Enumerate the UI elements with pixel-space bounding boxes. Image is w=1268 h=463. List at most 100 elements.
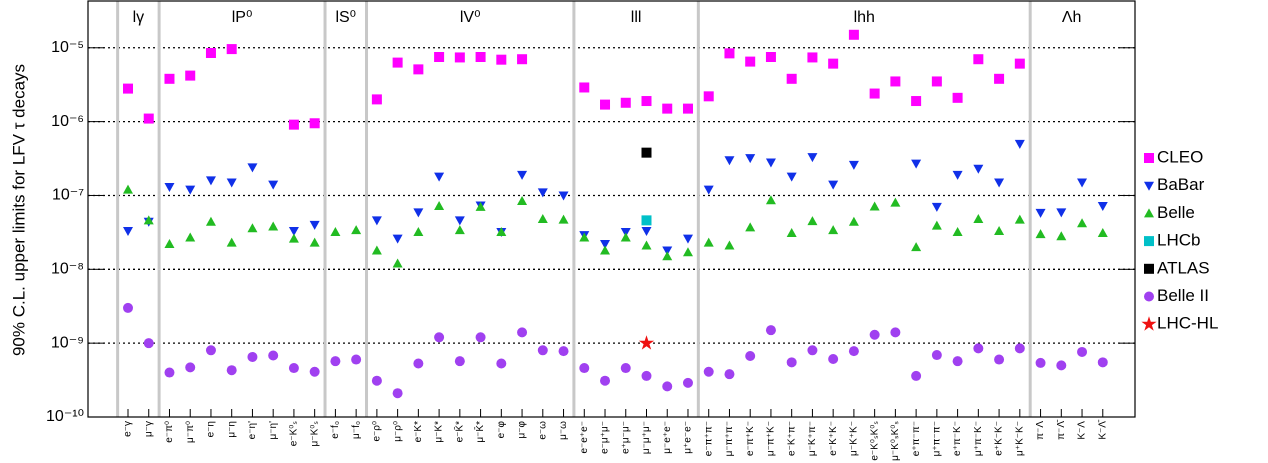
data-point xyxy=(745,222,756,232)
legend-label: LHCb xyxy=(1157,231,1200,250)
data-point xyxy=(765,158,776,168)
data-point xyxy=(371,94,382,105)
data-point xyxy=(537,188,548,198)
data-point xyxy=(662,246,673,256)
data-point xyxy=(247,163,258,173)
x-tick-label: μ⁻η xyxy=(226,421,237,438)
data-point xyxy=(973,164,984,174)
x-tick-label: e⁻K̄* xyxy=(453,421,466,443)
data-point xyxy=(413,227,424,237)
group-label: lP⁰ xyxy=(232,9,253,26)
data-point xyxy=(682,103,693,114)
x-tick-label: e⁻e⁺e⁻ xyxy=(579,421,590,454)
data-point xyxy=(413,64,424,75)
data-point xyxy=(638,335,655,350)
data-point xyxy=(371,216,382,226)
data-point xyxy=(994,226,1005,236)
data-point xyxy=(1056,360,1067,371)
legend-label: Belle xyxy=(1157,203,1195,222)
x-tick-label: μ⁻μ⁺μ⁻ xyxy=(641,421,652,454)
data-point xyxy=(641,227,652,237)
data-point xyxy=(205,345,216,356)
data-point xyxy=(931,76,942,87)
data-point xyxy=(703,185,714,195)
data-point xyxy=(143,113,154,124)
data-point xyxy=(288,233,299,243)
data-point xyxy=(517,196,528,206)
x-tick-label: e⁻π⁺K⁻ xyxy=(745,421,756,456)
data-point xyxy=(558,214,569,224)
legend-label: LHC-HL xyxy=(1157,314,1218,333)
data-point xyxy=(434,172,445,182)
data-point xyxy=(703,366,714,377)
data-point xyxy=(869,329,880,340)
data-point xyxy=(434,52,445,63)
legend-label: BaBar xyxy=(1157,175,1205,194)
data-point xyxy=(454,225,465,235)
data-point xyxy=(392,57,403,68)
x-tick-label: μ⁻ω xyxy=(558,421,569,440)
x-tick-label: e⁻K⁺K⁻ xyxy=(828,421,839,456)
data-point xyxy=(143,215,154,225)
y-tick-label: 10⁻⁵ xyxy=(51,39,84,56)
data-point xyxy=(517,327,528,338)
data-point xyxy=(662,381,673,392)
y-tick-label: 10⁻⁶ xyxy=(51,113,84,130)
data-point xyxy=(911,159,922,169)
x-tick-label: μ⁻K̄* xyxy=(474,421,487,443)
data-point xyxy=(828,180,839,190)
data-point xyxy=(931,350,942,361)
data-point xyxy=(185,70,196,81)
group-label: lS⁰ xyxy=(335,9,356,26)
data-point xyxy=(745,56,756,67)
data-point xyxy=(745,350,756,361)
data-point xyxy=(143,338,154,349)
data-point xyxy=(1056,231,1067,241)
data-point xyxy=(392,234,403,244)
data-point xyxy=(807,52,818,63)
data-point xyxy=(475,52,486,63)
data-point xyxy=(600,375,611,386)
data-point xyxy=(848,29,859,40)
data-point xyxy=(807,345,818,356)
y-tick-label: 10⁻⁷ xyxy=(52,187,84,204)
data-point xyxy=(164,239,175,249)
x-tick-label: μ⁻K⁺π⁻ xyxy=(807,421,818,456)
data-point xyxy=(371,375,382,386)
data-point xyxy=(309,237,320,247)
data-point xyxy=(205,176,216,186)
data-point xyxy=(1014,58,1025,69)
data-point xyxy=(931,202,942,212)
x-tick-label: μ⁺π⁻K⁻ xyxy=(973,421,984,456)
data-point xyxy=(164,183,175,193)
data-point xyxy=(724,369,735,380)
x-tick-label: e⁻K⁰ₛK⁰ₛ xyxy=(869,421,880,461)
data-point xyxy=(579,363,590,374)
x-tick-label: μ⁻ρ⁰ xyxy=(392,421,403,442)
x-tick-label: π⁻Λ xyxy=(1035,421,1046,440)
group-label: lll xyxy=(631,9,642,26)
data-point xyxy=(164,367,175,378)
data-point xyxy=(786,228,797,238)
data-point xyxy=(682,234,693,244)
data-point xyxy=(558,191,569,201)
data-point xyxy=(890,327,901,338)
data-point xyxy=(620,97,631,108)
data-point xyxy=(247,223,258,233)
data-point xyxy=(745,154,756,164)
x-tick-label: π⁻Λ̄ xyxy=(1056,419,1067,440)
data-point xyxy=(1035,208,1046,218)
data-point xyxy=(454,52,465,63)
data-point xyxy=(205,47,216,58)
data-point xyxy=(1014,139,1025,149)
x-tick-label: e⁻K* xyxy=(413,421,424,443)
legend-marker xyxy=(1144,263,1154,274)
data-point xyxy=(1056,208,1067,218)
data-point xyxy=(890,197,901,207)
data-point xyxy=(288,119,299,130)
x-tick-label: e⁻K⁺π⁻ xyxy=(786,421,797,456)
data-point xyxy=(288,227,299,237)
data-point xyxy=(600,245,611,255)
legend-marker xyxy=(1141,316,1157,331)
data-point xyxy=(994,178,1005,188)
